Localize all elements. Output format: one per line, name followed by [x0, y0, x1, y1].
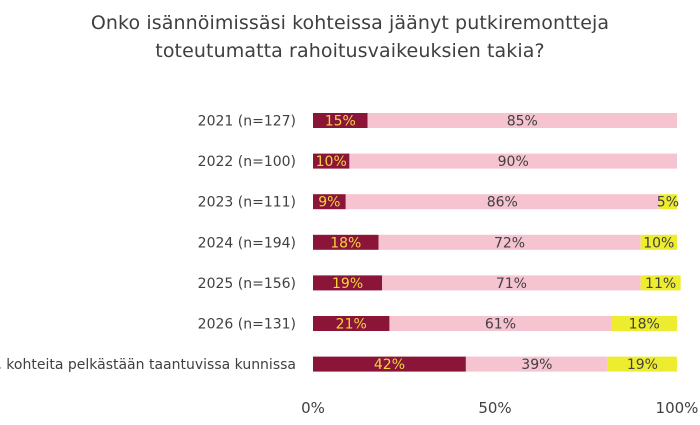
chart-title-line-2: toteutumatta rahoitusvaikeuksien takia?: [155, 40, 545, 62]
data-label: 18%: [629, 317, 660, 333]
bar-segment: [313, 275, 383, 291]
bar-segment: [313, 194, 346, 210]
chart-title-line-1: Onko isännöimissäsi kohteissa jäänyt put…: [90, 12, 610, 34]
bar-segment: [313, 153, 350, 169]
data-label: 21%: [336, 317, 367, 333]
category-label: 2023 (n=111): [198, 195, 296, 211]
x-tick-label: 100%: [656, 399, 699, 417]
category-label: 2024 (n=194): [198, 235, 296, 251]
data-label: 19%: [627, 357, 658, 373]
data-label: 39%: [521, 357, 552, 373]
bar-segment: [640, 275, 681, 291]
data-label: 71%: [496, 276, 527, 292]
bar-segment: [607, 356, 677, 372]
bar-segment: [313, 234, 379, 250]
bar-segment: [345, 194, 659, 210]
data-label: 18%: [330, 235, 361, 251]
bar-segment: [313, 356, 466, 372]
bar-segment: [465, 356, 608, 372]
data-label: 61%: [485, 317, 516, 333]
bar-segment: [313, 113, 368, 128]
data-label: 86%: [487, 195, 518, 211]
data-label: 15%: [325, 114, 356, 130]
category-label: 2025 (n=156): [198, 276, 296, 292]
x-tick-label: 0%: [301, 399, 325, 417]
data-label: 10%: [316, 154, 347, 170]
bar-segment: [611, 316, 677, 331]
data-label: 9%: [318, 195, 340, 211]
category-label: 2026, kohteita pelkästään taantuvissa ku…: [0, 357, 296, 373]
data-label: 72%: [494, 235, 525, 251]
bar-segment: [313, 316, 390, 331]
bar-segment: [658, 194, 677, 210]
data-label: 42%: [374, 357, 405, 373]
data-label: 11%: [645, 276, 676, 292]
data-label: 19%: [332, 276, 363, 292]
category-label: 2022 (n=100): [198, 154, 296, 170]
bar-segment: [349, 153, 677, 169]
bar-segment: [378, 234, 641, 250]
bar-segment: [382, 275, 641, 291]
data-label: 5%: [657, 195, 679, 211]
x-tick-label: 50%: [478, 399, 511, 417]
data-label: 90%: [498, 154, 529, 170]
category-label: 2021 (n=127): [198, 114, 296, 130]
bar-segment: [389, 316, 612, 331]
data-label: 85%: [507, 114, 538, 130]
bar-segment: [367, 113, 677, 128]
data-label: 10%: [643, 235, 674, 251]
bar-segment: [640, 234, 677, 250]
category-label: 2026 (n=131): [198, 317, 296, 333]
